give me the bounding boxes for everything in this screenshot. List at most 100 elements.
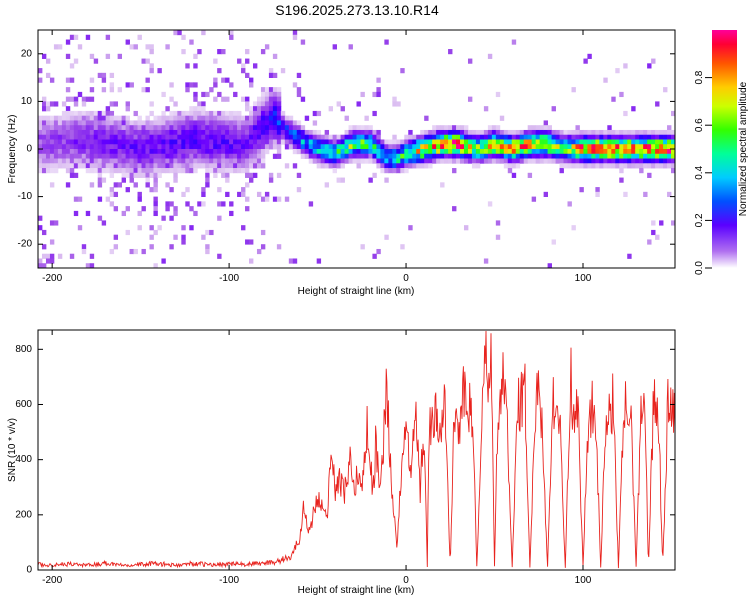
colorbar-tick-label: 0.8 (694, 70, 705, 84)
spectrogram-cell (69, 139, 75, 145)
spectrogram-cell (241, 129, 246, 136)
spectrogram-cell (209, 149, 214, 155)
spectrogram-cell (157, 129, 162, 136)
spectrogram-cell (89, 158, 95, 164)
spectrogram-cell (197, 139, 202, 145)
spectrogram-cell (65, 144, 71, 150)
spectrogram-cell (308, 153, 314, 159)
spectrogram-cell (340, 163, 345, 169)
spectrogram-cell (61, 139, 67, 145)
spectrogram-cell (101, 144, 107, 150)
spectrogram-cell (384, 168, 389, 174)
spectrogram-cell (49, 258, 55, 264)
spectrogram-cell (527, 144, 533, 150)
spectrogram-cell (547, 263, 552, 268)
spectrogram-cell (340, 153, 345, 159)
spectrogram-cell (515, 153, 521, 159)
spectrogram-cell (432, 134, 437, 140)
spectrogram-cell (651, 144, 656, 150)
spectrogram-cell (412, 139, 417, 145)
spectrogram-cell (169, 187, 174, 193)
spectrogram-cell (448, 144, 453, 150)
spectrogram-cell (189, 82, 194, 88)
spectrogram-cell (563, 129, 568, 136)
spectrogram-cell (61, 110, 67, 117)
spectrogram-cell (655, 134, 660, 140)
spectrogram-cell (177, 163, 182, 169)
spectrogram-cell (256, 158, 262, 164)
spectrogram-cell (292, 139, 298, 145)
spectrogram-cell (153, 125, 158, 131)
spectrogram-cell (659, 153, 664, 159)
spectrogram-cell (133, 163, 138, 169)
spectrogram-cell (448, 139, 453, 145)
spectrogram-cell (145, 44, 150, 50)
spectrogram-cell (49, 115, 55, 121)
spectrogram-cell (531, 144, 537, 150)
spectrogram-cell (268, 139, 274, 145)
spectrogram-cell (583, 158, 588, 164)
spectrogram-cell (69, 134, 75, 140)
spectrogram-cell (97, 115, 103, 121)
spectrogram-cell (591, 149, 596, 155)
spectrogram-cell (551, 144, 556, 150)
spectrogram-cell (260, 120, 266, 126)
spectrogram-cell (221, 134, 226, 140)
spectrogram-cell (655, 144, 660, 150)
spectrogram-cell (249, 106, 254, 112)
spectrogram-cell (69, 153, 75, 159)
spectrogram-cell (260, 144, 266, 150)
spectrogram-cell (316, 163, 322, 169)
spectrogram-cell (201, 149, 206, 155)
spectrogram-cell (555, 149, 560, 155)
spectrogram-cell (77, 158, 83, 164)
spectrogram-cell (125, 106, 130, 112)
spectrogram-cell (209, 115, 214, 121)
spectrogram-cell (252, 153, 258, 159)
spectrogram-cell (547, 144, 552, 150)
spectrogram-cell (284, 115, 290, 121)
spectrogram-cell (45, 101, 51, 107)
spectrogram-cell (384, 177, 389, 183)
spectrogram-cell (555, 139, 560, 145)
spectrogram-cell (376, 248, 381, 255)
spectrogram-cell (400, 244, 405, 250)
spectrogram-cell (627, 153, 632, 159)
spectrogram-cell (217, 139, 222, 145)
spectrogram-cell (268, 172, 274, 178)
spectrogram-cell (416, 158, 421, 164)
spectrogram-cell (38, 168, 43, 174)
spectrogram-cell (268, 101, 274, 107)
spectrogram-cell (376, 163, 381, 169)
spectrogram-cell (276, 125, 282, 131)
spectrogram-cell (245, 139, 250, 145)
spectrogram-cell (113, 101, 119, 107)
spectrogram-cell (376, 134, 381, 140)
spectrogram-cell (671, 153, 675, 159)
spectrogram-cell (57, 134, 63, 140)
spectrogram-cell (105, 153, 111, 159)
spectrogram-cell (69, 253, 75, 259)
spectrogram-cell (121, 120, 126, 126)
spectrogram-cell (65, 163, 71, 169)
spectrogram-cell (105, 163, 111, 169)
spectrogram-cell (460, 139, 465, 145)
spectrogram-cell (157, 172, 162, 178)
spectrogram-cell (125, 115, 130, 121)
spectrogram-cell (316, 144, 322, 150)
spectrogram-cell (101, 177, 107, 183)
spectrogram-cell (53, 153, 59, 159)
spectrogram-cell (177, 149, 182, 155)
spectrogram-cell (627, 253, 632, 259)
spectrogram-cell (364, 139, 369, 145)
spectrogram-cell (591, 163, 596, 169)
spectrogram-cell (65, 106, 71, 112)
spectrogram-cell (436, 139, 441, 145)
spectrogram-cell (515, 134, 521, 140)
spectrogram-cell (424, 139, 429, 145)
spectrogram-cell (463, 129, 469, 136)
spectrogram-cell (193, 115, 198, 121)
spectrogram-cell (360, 134, 365, 140)
spectrogram-cell (65, 115, 71, 121)
spectrogram-cell (444, 158, 449, 164)
